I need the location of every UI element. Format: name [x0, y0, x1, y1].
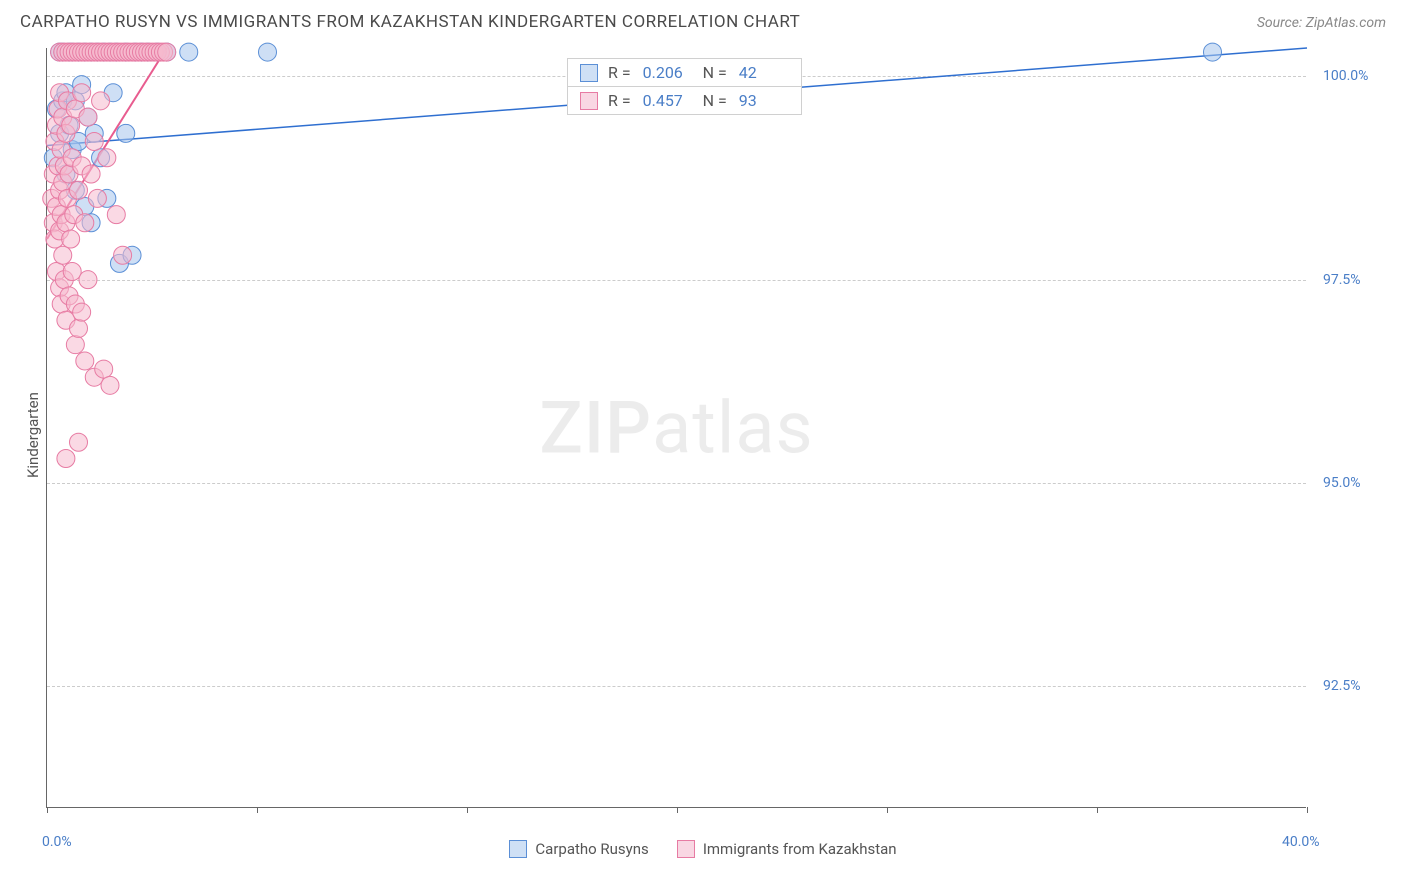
- n-value-pink: 93: [739, 91, 789, 110]
- point-pink: [63, 263, 81, 281]
- x-tick: [887, 807, 888, 813]
- bottom-legend: Carpatho Rusyns Immigrants from Kazakhst…: [0, 840, 1406, 858]
- r-label: R =: [608, 63, 631, 82]
- y-axis-title: Kindergarten: [24, 392, 42, 478]
- point-pink: [98, 149, 116, 167]
- point-pink: [62, 116, 80, 134]
- stats-row-blue: R = 0.206 N = 42: [568, 59, 801, 86]
- chart-title: CARPATHO RUSYN VS IMMIGRANTS FROM KAZAKH…: [20, 12, 800, 32]
- y-tick-label: 100.0%: [1323, 68, 1368, 84]
- point-pink: [76, 352, 94, 370]
- point-pink: [62, 230, 80, 248]
- x-tick: [677, 807, 678, 813]
- stats-row-pink: R = 0.457 N = 93: [568, 86, 801, 114]
- point-pink: [85, 132, 103, 150]
- n-label: N =: [703, 91, 727, 110]
- point-pink: [158, 43, 176, 61]
- r-value-pink: 0.457: [643, 91, 693, 110]
- point-pink: [70, 181, 88, 199]
- point-blue: [117, 124, 135, 142]
- source-attribution: Source: ZipAtlas.com: [1257, 15, 1386, 31]
- point-pink: [79, 108, 97, 126]
- point-pink: [82, 165, 100, 183]
- legend-item-pink: Immigrants from Kazakhstan: [677, 840, 897, 858]
- plot-area: 92.5%95.0%97.5%100.0% ZIPatlas R = 0.206…: [46, 48, 1306, 808]
- point-pink: [54, 246, 72, 264]
- point-pink: [76, 214, 94, 232]
- legend-swatch-pink: [677, 840, 695, 858]
- point-pink: [107, 206, 125, 224]
- plot-container: 92.5%95.0%97.5%100.0% ZIPatlas R = 0.206…: [46, 48, 1306, 808]
- swatch-pink: [580, 92, 598, 110]
- point-pink: [88, 189, 106, 207]
- x-tick: [1307, 807, 1308, 813]
- r-label: R =: [608, 91, 631, 110]
- swatch-blue: [580, 64, 598, 82]
- point-pink: [66, 336, 84, 354]
- x-tick: [467, 807, 468, 813]
- point-pink: [73, 84, 91, 102]
- stats-legend-box: R = 0.206 N = 42 R = 0.457 N = 93: [567, 58, 802, 115]
- n-value-blue: 42: [739, 63, 789, 82]
- y-tick-label: 92.5%: [1323, 678, 1361, 694]
- legend-item-blue: Carpatho Rusyns: [509, 840, 648, 858]
- point-pink: [70, 319, 88, 337]
- point-pink: [101, 376, 119, 394]
- y-tick-label: 97.5%: [1323, 272, 1361, 288]
- r-value-blue: 0.206: [643, 63, 693, 82]
- point-blue: [259, 43, 277, 61]
- scatter-svg: [47, 48, 1307, 808]
- point-blue: [180, 43, 198, 61]
- x-tick: [47, 807, 48, 813]
- point-pink: [79, 271, 97, 289]
- point-pink: [92, 92, 110, 110]
- x-tick: [257, 807, 258, 813]
- legend-swatch-blue: [509, 840, 527, 858]
- legend-label-pink: Immigrants from Kazakhstan: [703, 840, 897, 858]
- n-label: N =: [703, 63, 727, 82]
- y-tick-label: 95.0%: [1323, 475, 1361, 491]
- legend-label-blue: Carpatho Rusyns: [535, 840, 648, 858]
- point-pink: [95, 360, 113, 378]
- point-pink: [70, 433, 88, 451]
- point-blue: [1204, 43, 1222, 61]
- x-tick: [1097, 807, 1098, 813]
- point-pink: [114, 246, 132, 264]
- point-pink: [73, 303, 91, 321]
- point-pink: [57, 449, 75, 467]
